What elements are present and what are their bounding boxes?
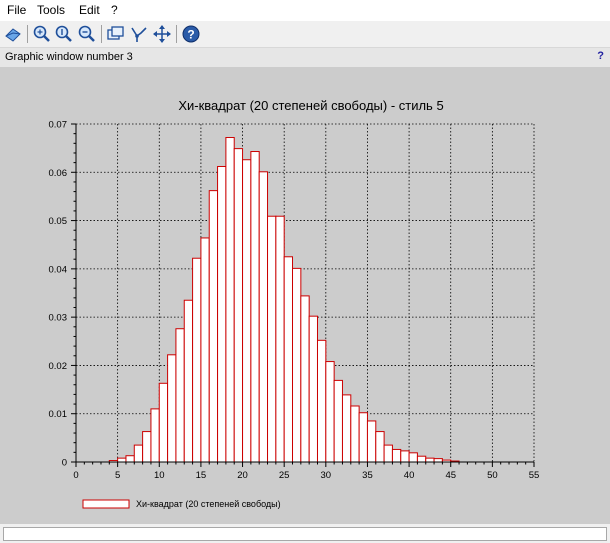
histogram-bar: [391, 448, 402, 463]
legend-swatch: [82, 499, 130, 509]
y-tick-label: 0.05: [49, 216, 68, 227]
window-icon[interactable]: [106, 24, 126, 44]
histogram-bar: [350, 405, 360, 463]
histogram-bar: [158, 382, 169, 463]
histogram-bar: [275, 215, 285, 463]
legend: Хи-квадрат (20 степеней свободы): [82, 499, 281, 509]
menu-file[interactable]: File: [7, 3, 27, 17]
zoom-icon[interactable]: [32, 24, 52, 44]
x-tick-label: 40: [404, 470, 415, 481]
chart-title: Хи-квадрат (20 степеней свободы) - стиль…: [178, 98, 443, 113]
y-tick-label: 0.01: [49, 409, 68, 420]
histogram-bar: [416, 455, 427, 463]
x-tick-label: 35: [362, 470, 373, 481]
x-tick-label: 50: [487, 470, 498, 481]
x-tick-label: 25: [279, 470, 290, 481]
toolbar-separator: [176, 25, 177, 43]
menu-help[interactable]: ?: [111, 3, 118, 17]
histogram-bar: [267, 215, 277, 463]
histogram-bar: [225, 137, 235, 463]
histogram-chart: 0 5 10 15 20 25 30 35 40 45 50 55 0 0.01 0.02 0.03 0.04 0…: [49, 98, 540, 509]
histogram-bar: [167, 354, 177, 463]
histogram-bar: [117, 457, 127, 463]
y-tick-label: 0.02: [49, 361, 68, 372]
histogram-bar: [341, 394, 352, 463]
x-tick-label: 15: [196, 470, 207, 481]
svg-text:?: ?: [187, 28, 194, 42]
histogram-bar: [308, 315, 318, 463]
histogram-bar: [250, 151, 260, 463]
histogram-bar: [125, 455, 135, 463]
histogram-bar: [142, 431, 152, 463]
histogram-bar: [133, 444, 144, 463]
histogram-bar: [208, 190, 219, 463]
histogram-bar: [325, 361, 335, 463]
pan-icon[interactable]: [152, 24, 172, 44]
histogram-bar: [200, 237, 210, 463]
toolbar-separator: [27, 25, 28, 43]
y-tick-label: 0.04: [49, 264, 68, 275]
y-tick-label: 0.03: [49, 313, 68, 324]
x-tick-label: 55: [529, 470, 540, 481]
histogram-bars: [108, 137, 460, 463]
x-tick-label: 5: [115, 470, 120, 481]
y-tick-label: 0.07: [49, 120, 68, 131]
zoom-original-icon[interactable]: [54, 24, 74, 44]
histogram-bar: [425, 457, 435, 463]
infobar-help-mark[interactable]: ?: [597, 50, 604, 62]
histogram-bar: [375, 431, 385, 463]
histogram-bar: [217, 165, 227, 463]
graphic-window-infobar: Graphic window number 3 ?: [0, 48, 610, 67]
histogram-bar: [150, 408, 160, 463]
status-bar: [0, 524, 610, 543]
histogram-bar: [366, 420, 377, 463]
status-field: [3, 527, 607, 541]
histogram-bar: [383, 444, 393, 463]
plot-canvas: 0 5 10 15 20 25 30 35 40 45 50 55 0 0.01 0.02 0.03 0.04 0…: [0, 67, 610, 524]
x-tick-label: 30: [321, 470, 332, 481]
histogram-bar: [333, 379, 343, 463]
histogram-bar: [316, 339, 327, 463]
x-tick-label: 20: [237, 470, 248, 481]
x-tick-label: 45: [445, 470, 456, 481]
help-icon[interactable]: ?: [181, 24, 201, 44]
histogram-bar: [192, 257, 202, 463]
toolbar-separator: [101, 25, 102, 43]
y-tick-label: 0.06: [49, 168, 68, 179]
y-tick-label: 0: [62, 458, 67, 469]
histogram-bar: [233, 148, 244, 463]
histogram-bar: [175, 328, 185, 463]
x-tick-label: 10: [154, 470, 165, 481]
menu-tools[interactable]: Tools: [37, 3, 66, 17]
toolbar: ?: [0, 21, 610, 48]
menu-edit[interactable]: Edit: [79, 3, 100, 17]
histogram-bar: [258, 171, 269, 463]
histogram-bar: [292, 267, 302, 463]
histogram-bar: [433, 458, 443, 463]
datatip-icon[interactable]: [129, 24, 149, 44]
graphic-window-label: Graphic window number 3: [5, 51, 133, 63]
histogram-bar: [400, 450, 410, 463]
histogram-bar: [283, 256, 294, 463]
axes: 0 5 10 15 20 25 30 35 40 45 50 55 0 0.01 0.02 0.03 0.04 0…: [49, 120, 540, 482]
histogram-bar: [183, 299, 194, 463]
histogram-bar: [242, 159, 252, 463]
legend-label: Хи-квадрат (20 степеней свободы): [136, 499, 281, 509]
rotate-icon[interactable]: [3, 24, 23, 44]
zoom-out-icon[interactable]: [77, 24, 97, 44]
histogram-bar: [300, 295, 310, 463]
histogram-bar: [408, 452, 418, 463]
histogram-bar: [358, 412, 368, 463]
x-tick-label: 0: [73, 470, 78, 481]
menu-bar: File Tools Edit ?: [0, 0, 610, 21]
